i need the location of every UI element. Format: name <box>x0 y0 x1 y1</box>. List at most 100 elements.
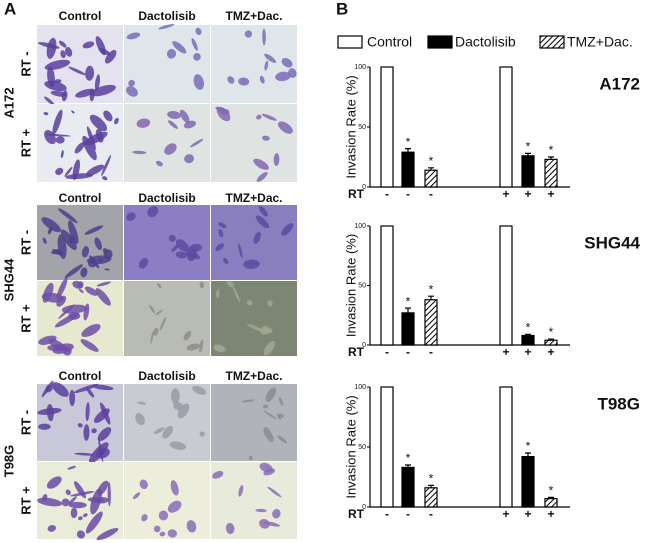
cell <box>104 268 110 271</box>
bar <box>499 225 513 346</box>
cell <box>175 251 187 259</box>
significance-star: * <box>406 451 411 465</box>
cell <box>218 222 227 229</box>
cell <box>61 304 87 314</box>
row-label: RT + <box>18 128 33 157</box>
legend-label: TMZ+Dac. <box>567 34 633 50</box>
cell <box>114 117 119 125</box>
cell <box>176 239 190 252</box>
y-tick-label: 100 <box>354 64 366 71</box>
cell <box>103 110 113 122</box>
cell <box>277 121 293 134</box>
y-tick-label: 0 <box>362 342 366 349</box>
cell <box>155 309 163 316</box>
cell <box>169 441 187 450</box>
legend-swatch <box>337 35 363 49</box>
bar <box>521 155 535 188</box>
x-tick-label: - <box>406 507 410 521</box>
cell <box>68 312 81 320</box>
cell <box>258 205 268 217</box>
cell <box>99 402 111 425</box>
error-bar <box>525 333 531 336</box>
cell <box>73 383 99 394</box>
cell <box>72 159 81 181</box>
x-tick-label: + <box>547 345 554 359</box>
column-header: Dactolisib <box>138 9 195 23</box>
error-bar <box>525 452 531 457</box>
micrograph <box>37 205 123 280</box>
cell <box>157 283 162 289</box>
cell <box>97 427 112 442</box>
cell <box>149 304 155 314</box>
micrograph <box>124 205 210 280</box>
micrograph <box>124 384 210 461</box>
legend-swatch <box>539 35 565 49</box>
column-header: Control <box>59 9 102 23</box>
panel-label: A <box>4 0 16 18</box>
micrograph <box>37 25 123 106</box>
cell <box>255 215 270 229</box>
cell <box>126 32 141 40</box>
cell <box>57 234 67 259</box>
legend-swatch <box>427 35 453 49</box>
cell <box>58 40 67 48</box>
x-tick-label: + <box>524 507 531 521</box>
cell <box>262 28 266 46</box>
cell <box>70 507 78 519</box>
significance-star: * <box>429 154 434 168</box>
cell <box>96 527 119 541</box>
chart-title: T98G <box>597 394 640 413</box>
cell <box>85 65 95 81</box>
y-axis-label: Invasion Rate (%) <box>343 234 358 337</box>
error-bar <box>428 484 434 488</box>
error-bar <box>548 496 554 499</box>
cell <box>259 75 265 84</box>
x-tick-label: - <box>385 345 389 359</box>
micrograph <box>211 205 297 280</box>
cell <box>186 343 200 351</box>
cell <box>68 66 86 76</box>
cell <box>227 76 235 84</box>
cell <box>262 135 270 141</box>
row-label: RT - <box>18 230 33 255</box>
cell <box>166 48 177 59</box>
cell <box>56 295 67 307</box>
cell <box>212 470 224 479</box>
cell <box>263 410 277 420</box>
cell <box>137 401 147 405</box>
cell <box>42 494 48 502</box>
cell <box>248 455 253 461</box>
cell <box>256 171 268 182</box>
cell <box>278 397 284 406</box>
cell <box>56 277 68 300</box>
cell <box>44 59 71 71</box>
cell <box>183 120 197 129</box>
cell <box>80 339 99 352</box>
cell <box>47 226 53 235</box>
cell <box>126 212 136 222</box>
cell <box>223 257 229 265</box>
cell <box>68 496 77 505</box>
cell <box>141 514 148 522</box>
cell <box>38 423 51 430</box>
cell <box>52 343 74 354</box>
cell <box>162 425 173 439</box>
cell <box>37 42 60 49</box>
micrograph <box>37 462 123 541</box>
x-tick-label: + <box>502 507 509 521</box>
cell <box>126 86 138 97</box>
cell <box>85 402 90 422</box>
cell <box>167 120 178 129</box>
cell <box>191 38 198 51</box>
cell <box>184 154 195 164</box>
cell <box>85 511 103 534</box>
cell <box>96 281 111 287</box>
cell <box>193 74 204 90</box>
cell <box>42 282 54 303</box>
cell <box>104 49 117 64</box>
cell <box>243 259 260 270</box>
cell <box>244 30 253 38</box>
cell <box>215 243 225 252</box>
row-label: RT + <box>18 304 33 333</box>
micrograph-bg <box>124 25 210 103</box>
